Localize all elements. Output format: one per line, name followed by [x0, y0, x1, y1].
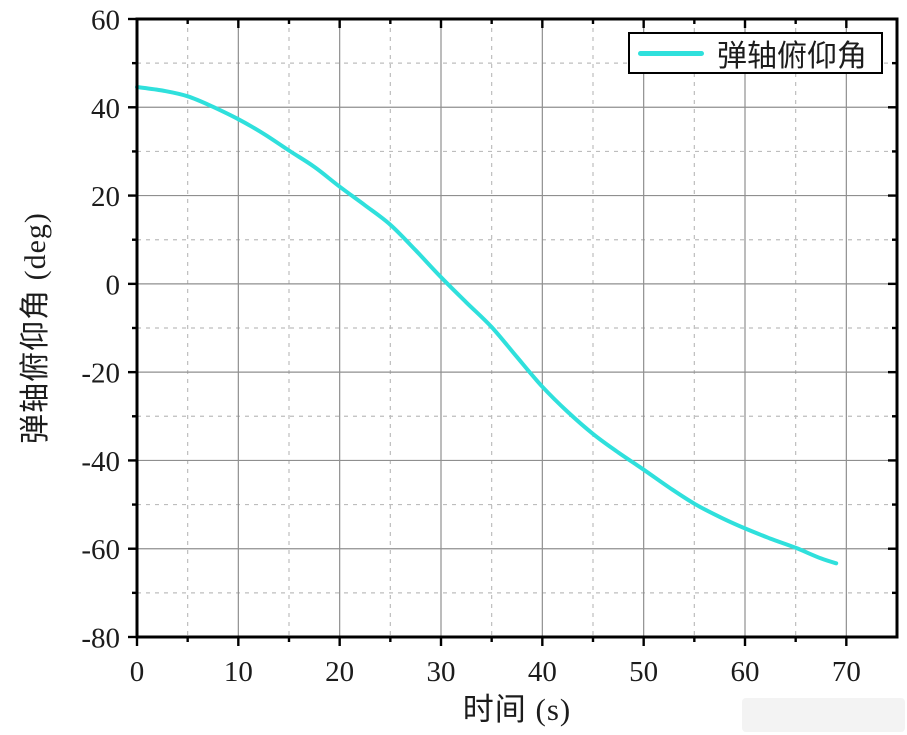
x-tick-label: 0 [130, 656, 145, 688]
x-tick-label: 40 [528, 656, 557, 688]
x-tick-label: 30 [427, 656, 456, 688]
y-tick-label: 40 [91, 93, 120, 125]
x-axis-title: 时间 (s) [462, 692, 572, 727]
legend-label: 弹轴俯仰角 [717, 40, 867, 73]
watermark [742, 698, 905, 732]
x-tick-label: 20 [325, 656, 354, 688]
y-tick-label: 0 [106, 269, 121, 301]
legend-line-sample-icon [638, 50, 704, 56]
legend: 弹轴俯仰角 [628, 32, 883, 74]
x-tick-label: 10 [224, 656, 253, 688]
y-tick-label: -80 [81, 623, 120, 655]
y-axis-title: 弹轴俯仰角 (deg) [19, 212, 52, 444]
y-tick-label: 60 [91, 5, 120, 37]
y-tick-label: -60 [81, 534, 120, 566]
x-tick-label: 70 [832, 656, 861, 688]
series-line [135, 85, 839, 566]
x-tick-label: 50 [629, 656, 658, 688]
y-tick-label: 20 [91, 181, 120, 213]
y-tick-label: -20 [81, 358, 120, 390]
y-tick-label: -40 [81, 446, 120, 478]
x-tick-label: 60 [731, 656, 760, 688]
